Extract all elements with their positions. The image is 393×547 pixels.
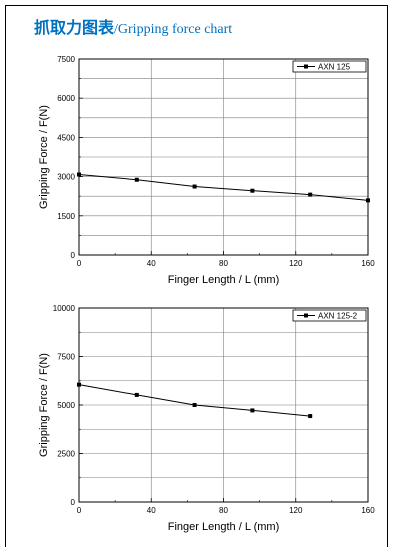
axis-ticks: 0 40 80 120 160 0 2500 5000 7500 10000 <box>53 304 375 515</box>
y-tick-label: 10000 <box>53 304 76 313</box>
chart-series <box>77 172 370 203</box>
legend-box <box>292 309 367 322</box>
x-tick-label: 80 <box>219 506 228 515</box>
x-axis-label: Finger Length / L (mm) <box>168 274 279 286</box>
legend-label: AXN 125-2 <box>318 312 358 321</box>
x-tick-label: 40 <box>147 506 156 515</box>
axis-ticks: 0 40 80 120 160 0 1500 3000 4500 6000 7500 <box>57 55 375 268</box>
data-point-marker <box>77 382 81 387</box>
data-point-marker <box>250 188 255 193</box>
y-tick-label: 6000 <box>57 94 75 103</box>
x-tick-label: 0 <box>77 506 82 515</box>
y-tick-label: 7500 <box>57 353 75 362</box>
y-tick-label: 4500 <box>57 133 75 142</box>
y-tick-label: 0 <box>71 498 76 507</box>
legend-marker <box>304 313 308 318</box>
x-tick-label: 120 <box>289 506 303 515</box>
legend-box <box>292 60 367 73</box>
chart-series <box>77 382 313 419</box>
y-axis-label: Gripping Force / F(N) <box>38 353 50 457</box>
x-tick-label: 40 <box>147 259 156 268</box>
x-tick-label: 0 <box>77 259 82 268</box>
page-title-cn: 抓取力图表 <box>34 18 115 37</box>
chart-grid <box>79 308 368 502</box>
data-point-marker <box>308 192 313 197</box>
page-frame <box>5 5 388 547</box>
x-tick-label: 120 <box>289 259 303 268</box>
y-axis-label: Gripping Force / F(N) <box>38 105 50 209</box>
y-tick-label: 7500 <box>57 55 75 64</box>
data-point-marker <box>192 184 197 189</box>
x-tick-label: 80 <box>219 259 228 268</box>
y-tick-label: 3000 <box>57 173 75 182</box>
data-point-marker <box>250 408 255 413</box>
data-point-marker <box>134 177 139 182</box>
gripping-force-chart-1: 0 40 80 120 160 0 1500 3000 4500 6000 7500 AXN 125… <box>38 55 375 286</box>
series-line <box>78 174 369 201</box>
data-point-marker <box>308 414 313 419</box>
y-tick-label: 1500 <box>57 212 75 221</box>
y-tick-label: 2500 <box>57 450 75 459</box>
x-tick-label: 160 <box>361 506 375 515</box>
y-tick-label: 0 <box>71 251 76 260</box>
chart-legend: AXN 125-2 <box>292 309 367 322</box>
page-title: 抓取力图表/Gripping force chart <box>34 20 232 37</box>
chart-legend: AXN 125 <box>292 60 367 73</box>
data-point-marker <box>192 403 197 407</box>
legend-label: AXN 125 <box>318 63 351 72</box>
page-title-en: /Gripping force chart <box>114 22 233 37</box>
chart-grid <box>79 59 368 255</box>
series-line <box>78 384 311 417</box>
x-tick-label: 160 <box>361 259 375 268</box>
data-point-marker <box>134 392 139 397</box>
legend-marker <box>304 64 308 69</box>
x-axis-label: Finger Length / L (mm) <box>168 521 279 533</box>
data-point-marker <box>77 172 81 177</box>
data-point-marker <box>366 198 370 203</box>
y-tick-label: 5000 <box>57 401 75 410</box>
